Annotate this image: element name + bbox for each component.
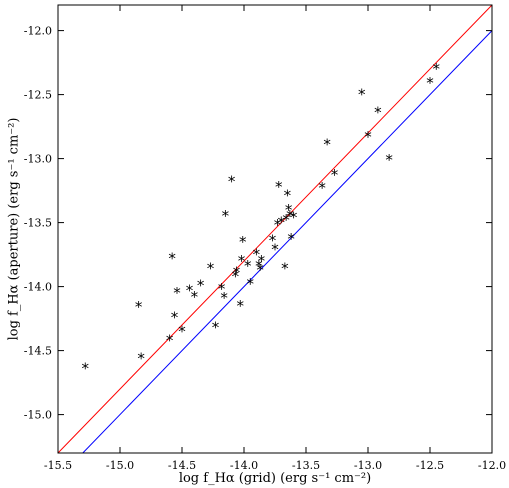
x-tick-label: -12.5 — [416, 459, 444, 472]
x-tick-label: -15.0 — [106, 459, 134, 472]
data-point: * — [318, 179, 326, 197]
data-point: * — [285, 201, 293, 219]
x-tick-labels: -15.5 -15.0 -14.5 -14.0 -13.5 -13.0 -12.5 -12.0 — [44, 459, 506, 472]
data-point: * — [239, 233, 247, 251]
data-point: * — [237, 297, 245, 315]
data-point: * — [286, 207, 294, 225]
x-tick-label: -15.5 — [44, 459, 72, 472]
data-point: * — [282, 211, 290, 229]
data-point: * — [271, 240, 279, 258]
data-point: * — [277, 214, 285, 232]
data-point: * — [82, 360, 90, 378]
data-point: * — [233, 264, 241, 282]
reference-line-2 — [82, 30, 492, 453]
data-point: * — [255, 257, 263, 275]
data-point: * — [171, 308, 179, 326]
y-tick-label: -13.0 — [24, 153, 52, 166]
data-point: * — [232, 267, 240, 285]
data-point: * — [269, 232, 277, 250]
data-point: * — [385, 151, 393, 169]
data-point: * — [220, 289, 228, 307]
data-point: * — [186, 281, 194, 299]
y-tick-label: -14.0 — [24, 281, 52, 294]
x-axis-label: log f_Hα (grid) (erg s⁻¹ cm⁻²) — [179, 471, 371, 486]
data-point: * — [258, 252, 266, 270]
data-point: * — [287, 230, 295, 248]
x-tick-label: -12.0 — [478, 459, 506, 472]
data-point: * — [166, 331, 174, 349]
data-point: * — [228, 173, 236, 191]
data-points: ****************************************… — [82, 60, 441, 378]
data-point: * — [246, 275, 254, 293]
y-tick-label: -12.0 — [24, 25, 52, 38]
data-point: * — [137, 349, 145, 367]
data-point: * — [374, 104, 382, 122]
axis-ticks — [57, 5, 493, 453]
fit-lines — [58, 5, 492, 453]
data-point: * — [426, 74, 434, 92]
y-tick-label: -13.5 — [24, 217, 52, 230]
data-point: * — [253, 246, 261, 264]
data-point: * — [290, 208, 298, 226]
data-point: * — [168, 249, 176, 267]
data-point: * — [281, 260, 289, 278]
data-point: * — [238, 252, 246, 270]
x-tick-label: -13.0 — [354, 459, 382, 472]
x-tick-label: -13.5 — [292, 459, 320, 472]
data-point: * — [358, 86, 366, 104]
data-point: * — [197, 276, 205, 294]
data-point: * — [432, 60, 440, 78]
data-point: * — [191, 288, 199, 306]
data-point: * — [331, 166, 339, 184]
data-point: * — [135, 298, 143, 316]
plot-frame — [57, 4, 493, 454]
data-point: * — [218, 280, 226, 298]
data-point: * — [207, 260, 215, 278]
data-point: * — [364, 128, 372, 146]
data-point: * — [284, 187, 292, 205]
data-point: * — [173, 284, 181, 302]
y-tick-label: -14.5 — [24, 345, 52, 358]
y-tick-label: -12.5 — [24, 89, 52, 102]
x-tick-label: -14.5 — [168, 459, 196, 472]
data-point: * — [275, 178, 283, 196]
data-point: * — [222, 207, 230, 225]
y-tick-labels: -15.0 -14.5 -14.0 -13.5 -13.0 -12.5 -12.0 — [24, 25, 52, 422]
data-point: * — [212, 319, 220, 337]
y-tick-label: -15.0 — [24, 409, 52, 422]
data-point: * — [178, 322, 186, 340]
x-tick-label: -14.0 — [230, 459, 258, 472]
data-point: * — [244, 257, 252, 275]
data-point: * — [256, 261, 264, 279]
y-axis-label: log f_Hα (aperture) (erg s⁻¹ cm⁻²) — [7, 118, 22, 341]
data-point: * — [323, 136, 331, 154]
reference-line-1 — [58, 5, 492, 453]
data-point: * — [274, 216, 282, 234]
